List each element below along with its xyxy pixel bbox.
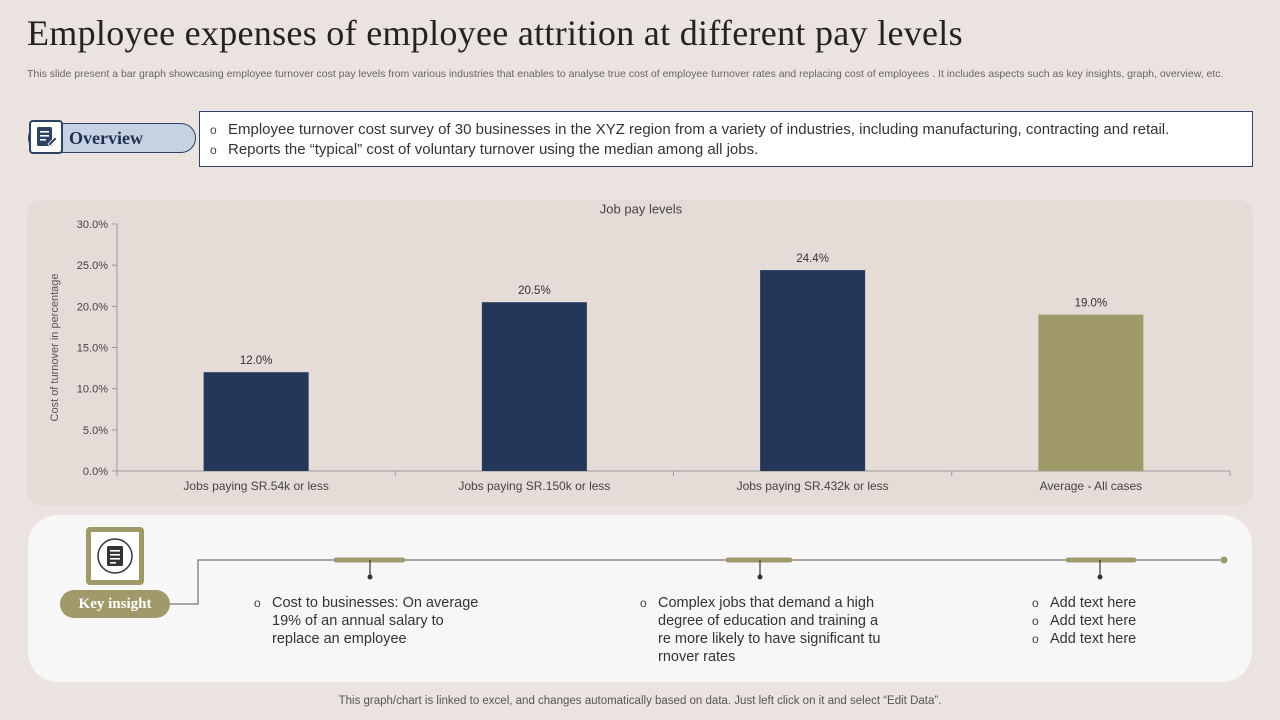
y-tick-label: 30.0% [77, 219, 108, 231]
insight-item: o Complex jobs that demand a high degree… [640, 594, 890, 666]
insight-timeline [170, 556, 1228, 605]
y-tick-label: 0.0% [83, 466, 108, 478]
data-label: 19.0% [1075, 298, 1108, 310]
data-label: 20.5% [518, 285, 551, 297]
insight-item-text: Cost to businesses: On average 19% of an… [272, 595, 479, 647]
timeline-stem-dot [757, 574, 763, 580]
bullet-icon: o [1032, 632, 1039, 646]
key-insight-label: Key insight [60, 590, 170, 618]
bullet-icon: o [254, 596, 261, 610]
overview-item-text: Reports the “typical” cost of voluntary … [228, 141, 759, 158]
y-tick-label: 5.0% [83, 425, 108, 437]
footer-note: This graph/chart is linked to excel, and… [338, 695, 942, 707]
insight-item: o Add text here [1032, 594, 1172, 612]
page-title: Employee expenses of employee attrition … [27, 13, 963, 53]
timeline-line [170, 559, 1224, 605]
chart-title: Job pay levels [600, 202, 683, 217]
overview-item: o Reports the “typical” cost of voluntary… [210, 140, 1242, 160]
bullet-icon: o [210, 123, 217, 137]
bar [203, 372, 309, 471]
y-tick-label: 25.0% [77, 260, 108, 272]
y-tick-label: 15.0% [77, 343, 108, 355]
y-axis-label: Cost of turnover in percentage [49, 274, 61, 422]
x-tick-label: Jobs paying SR.432k or less [737, 479, 889, 493]
report-document-icon [97, 538, 133, 574]
overview-item-text: Employee turnover cost survey of 30 busi… [228, 121, 1170, 138]
x-tick-label: Jobs paying SR.150k or less [458, 479, 610, 493]
x-tick-label: Jobs paying SR.54k or less [183, 479, 328, 493]
y-tick-label: 20.0% [77, 301, 108, 313]
timeline-stem-dot [1097, 574, 1103, 580]
bullet-icon: o [1032, 614, 1039, 628]
insight-item: o Add text here [1032, 612, 1172, 630]
bar-chart[interactable]: Job pay levels Cost of turnover in percen… [27, 200, 1253, 505]
x-tick-label: Average - All cases [1040, 479, 1143, 493]
overview-box: o Employee turnover cost survey of 30 bus… [199, 111, 1253, 167]
insight-item-text: Add text here [1050, 613, 1137, 629]
bullet-icon: o [1032, 596, 1039, 610]
bar [760, 270, 866, 471]
y-tick-label: 10.0% [77, 384, 108, 396]
bullet-icon: o [640, 596, 647, 610]
overview-tag: Overview [28, 120, 196, 154]
insight-column: o Cost to businesses: On average 19% of … [254, 594, 494, 648]
chart-panel: Job pay levels Cost of turnover in percen… [27, 200, 1253, 505]
overview-icon-frame [29, 120, 63, 154]
insight-item-text: Add text here [1050, 631, 1137, 647]
overview-item: o Employee turnover cost survey of 30 bus… [210, 120, 1242, 140]
insight-item-text: Complex jobs that demand a high degree o… [658, 595, 881, 665]
data-label: 24.4% [796, 253, 829, 265]
document-checklist-icon [37, 127, 58, 147]
insight-item: o Add text here [1032, 630, 1172, 648]
insight-column: o Add text here o Add text here o Add te… [1032, 594, 1172, 648]
key-insight-panel: Key insight o Cost to businesses: On ave… [28, 515, 1252, 682]
bullet-icon: o [210, 143, 217, 157]
overview-label: Overview [69, 128, 143, 148]
insight-item: o Cost to businesses: On average 19% of … [254, 594, 494, 648]
timeline-end-dot [1220, 556, 1228, 564]
page-subtitle: This slide present a bar graph showcasin… [27, 68, 1224, 80]
timeline-stem-dot [367, 574, 373, 580]
insight-icon-frame [86, 527, 144, 585]
insight-item-text: Add text here [1050, 595, 1137, 611]
insight-column: o Complex jobs that demand a high degree… [640, 594, 890, 666]
bar [481, 302, 587, 471]
bar [1038, 314, 1144, 471]
data-label: 12.0% [240, 355, 273, 367]
